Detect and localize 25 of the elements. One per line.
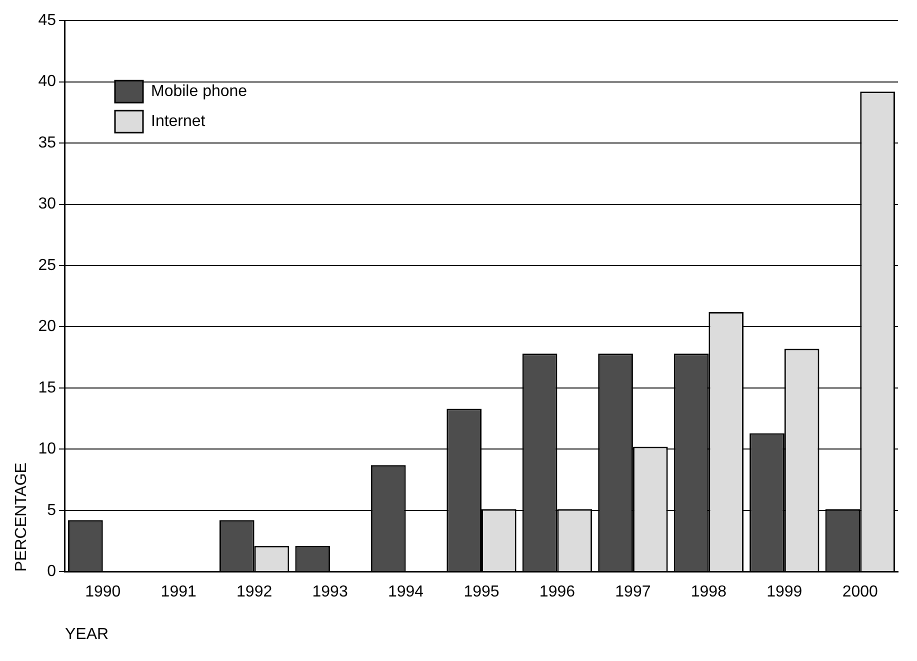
x-tick-label: 1994	[388, 584, 424, 601]
x-tick-label: 1992	[236, 584, 272, 601]
y-tick-label: 20	[38, 318, 56, 336]
x-tick-label: 1991	[160, 584, 196, 601]
y-axis-title: PERCENTAGE	[13, 462, 30, 572]
legend-label: Internet	[150, 113, 206, 130]
x-tick-label: 1995	[464, 584, 500, 601]
y-tick-label: 5	[47, 502, 56, 519]
y-tick-label: 45	[38, 12, 56, 30]
x-axis-title: YEAR	[64, 626, 109, 643]
y-tick-label: 35	[38, 134, 56, 152]
x-tick-label: 1996	[539, 584, 576, 601]
y-tick-label: 25	[38, 256, 56, 274]
y-tick-label: 15	[38, 379, 56, 396]
x-tick-label: 1999	[766, 584, 802, 601]
x-tick-label: 1998	[690, 584, 727, 601]
x-tick-label: 1993	[312, 584, 348, 601]
y-tick-label: 30	[38, 196, 56, 213]
y-tick-label: 10	[38, 440, 56, 458]
y-tick-label: 40	[38, 73, 56, 90]
y-tick-label: 0	[47, 563, 56, 580]
x-tick-label: 2000	[842, 584, 878, 601]
x-tick-label: 1997	[615, 584, 651, 601]
x-tick-label: 1990	[85, 584, 121, 601]
legend-label: Mobile phone	[150, 83, 248, 100]
